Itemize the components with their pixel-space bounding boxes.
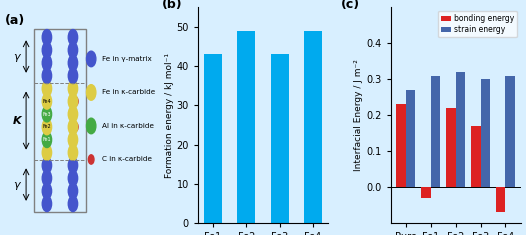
Circle shape	[86, 118, 96, 134]
Bar	[481, 79, 490, 187]
Circle shape	[42, 170, 52, 186]
Text: γ: γ	[14, 180, 21, 190]
Circle shape	[42, 132, 52, 148]
Circle shape	[42, 55, 52, 71]
Bar	[471, 126, 481, 187]
Circle shape	[68, 145, 78, 160]
Circle shape	[68, 158, 78, 173]
Circle shape	[68, 170, 78, 186]
Circle shape	[68, 68, 78, 83]
Circle shape	[42, 68, 52, 83]
Bar	[406, 90, 416, 187]
Circle shape	[42, 81, 52, 96]
Text: Fe in γ-matrix: Fe in γ-matrix	[102, 56, 151, 62]
Text: C in κ-carbide: C in κ-carbide	[102, 157, 151, 162]
Circle shape	[42, 106, 52, 122]
Bar	[270, 54, 289, 223]
Legend: bonding energy, strain energy: bonding energy, strain energy	[438, 11, 517, 37]
Circle shape	[42, 42, 52, 58]
Circle shape	[42, 119, 52, 135]
Circle shape	[68, 119, 78, 135]
Circle shape	[86, 85, 96, 100]
Text: γ: γ	[14, 51, 21, 62]
Circle shape	[42, 94, 52, 109]
Bar	[456, 72, 465, 187]
Text: (a): (a)	[5, 14, 25, 27]
Bar	[431, 75, 440, 187]
Circle shape	[68, 30, 78, 45]
Text: Fe1: Fe1	[43, 137, 51, 142]
Bar	[204, 54, 222, 223]
Circle shape	[68, 42, 78, 58]
Circle shape	[42, 145, 52, 160]
Text: K: K	[13, 116, 21, 125]
Circle shape	[68, 132, 78, 148]
Text: Fe3: Fe3	[43, 112, 51, 117]
Bar	[304, 31, 322, 223]
Circle shape	[42, 30, 52, 45]
Bar	[237, 31, 256, 223]
Text: Al in κ-carbide: Al in κ-carbide	[102, 123, 154, 129]
Text: Fe4: Fe4	[43, 99, 51, 104]
Text: (b): (b)	[161, 0, 182, 12]
Circle shape	[68, 196, 78, 212]
Bar	[397, 104, 406, 187]
Circle shape	[73, 123, 78, 131]
Circle shape	[68, 81, 78, 96]
Circle shape	[88, 155, 94, 164]
Bar	[421, 187, 431, 198]
Circle shape	[68, 106, 78, 122]
Circle shape	[73, 97, 78, 106]
Circle shape	[68, 55, 78, 71]
Y-axis label: Formation energy / kJ mol⁻¹: Formation energy / kJ mol⁻¹	[165, 53, 174, 178]
Text: Fe2: Fe2	[43, 125, 51, 129]
Bar	[496, 187, 505, 212]
Circle shape	[42, 158, 52, 173]
Y-axis label: Interfacial Energy / J m⁻²: Interfacial Energy / J m⁻²	[355, 59, 363, 171]
Circle shape	[42, 183, 52, 199]
Text: (c): (c)	[341, 0, 360, 12]
Circle shape	[42, 196, 52, 212]
Circle shape	[68, 183, 78, 199]
Circle shape	[68, 94, 78, 109]
Text: Fe in κ-carbide: Fe in κ-carbide	[102, 90, 155, 95]
Bar	[505, 75, 515, 187]
Circle shape	[86, 51, 96, 67]
Bar	[446, 108, 456, 187]
